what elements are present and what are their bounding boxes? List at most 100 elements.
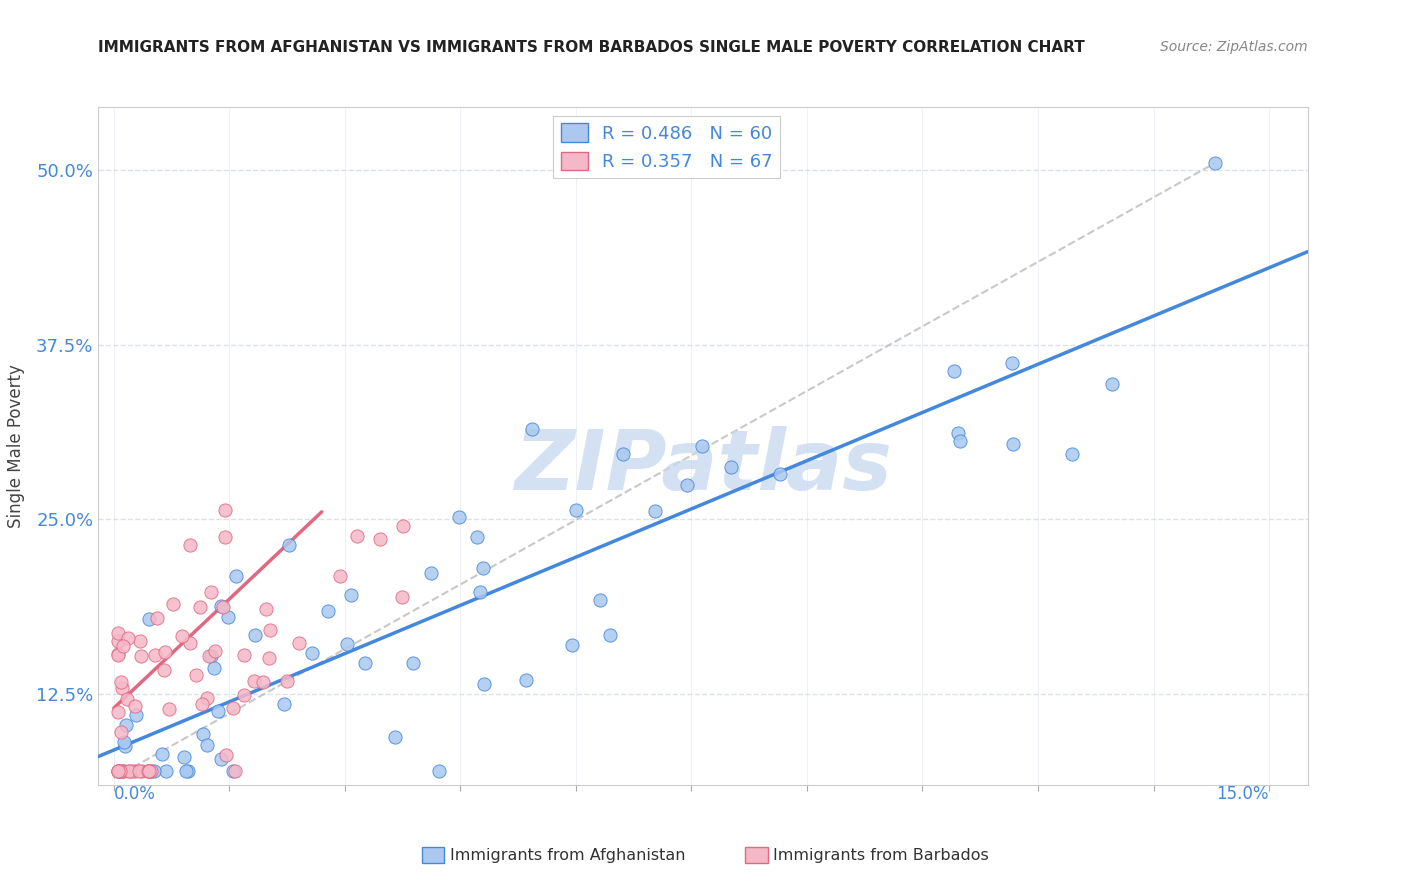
Point xyxy=(184,668,207,682)
Point xyxy=(447,509,470,524)
Point xyxy=(191,727,214,741)
Text: 0.0%: 0.0% xyxy=(114,785,156,803)
Point xyxy=(107,705,129,719)
Point xyxy=(769,467,792,482)
Point xyxy=(522,421,544,435)
Point xyxy=(107,764,129,778)
Point xyxy=(225,569,247,583)
Point xyxy=(465,530,488,544)
Point xyxy=(336,637,359,651)
Point xyxy=(118,764,141,778)
Point xyxy=(329,569,352,583)
Point xyxy=(138,611,160,625)
Point xyxy=(209,599,232,613)
Point xyxy=(155,764,177,778)
Point xyxy=(612,447,634,461)
Point xyxy=(111,764,134,778)
Point xyxy=(107,764,129,778)
Legend: R = 0.486   N = 60, R = 0.357   N = 67: R = 0.486 N = 60, R = 0.357 N = 67 xyxy=(554,116,780,178)
Point xyxy=(155,645,177,659)
Point xyxy=(110,764,132,778)
Point xyxy=(129,648,152,663)
Point xyxy=(112,735,135,749)
Point xyxy=(1001,437,1024,451)
Point xyxy=(179,636,201,650)
Point xyxy=(561,638,583,652)
Point xyxy=(115,718,138,732)
Point xyxy=(121,764,143,778)
Point xyxy=(243,627,266,641)
Point xyxy=(173,750,195,764)
Point xyxy=(115,692,138,706)
Point xyxy=(209,752,232,766)
Point xyxy=(468,585,491,599)
Point xyxy=(232,648,254,663)
Point xyxy=(340,588,363,602)
Point xyxy=(278,538,301,552)
Point xyxy=(391,519,413,533)
Point xyxy=(150,747,173,762)
Text: 15.0%: 15.0% xyxy=(1216,785,1270,803)
Point xyxy=(564,503,586,517)
Point xyxy=(131,764,153,778)
Point xyxy=(346,529,368,543)
Point xyxy=(515,673,537,687)
Point xyxy=(107,626,129,640)
Point xyxy=(143,764,166,778)
Point xyxy=(114,739,136,753)
Text: Source: ZipAtlas.com: Source: ZipAtlas.com xyxy=(1160,40,1308,54)
Point xyxy=(195,739,218,753)
Point xyxy=(222,701,245,715)
Point xyxy=(157,702,180,716)
Point xyxy=(472,677,495,691)
Point xyxy=(188,599,211,614)
Point xyxy=(233,688,256,702)
Point xyxy=(644,504,666,518)
Point xyxy=(107,647,129,661)
Point xyxy=(195,691,218,706)
Point xyxy=(222,764,245,778)
Point xyxy=(170,629,193,643)
Point xyxy=(174,764,197,778)
Point xyxy=(124,764,146,778)
Point xyxy=(110,725,132,739)
Point xyxy=(108,764,131,778)
Text: IMMIGRANTS FROM AFGHANISTAN VS IMMIGRANTS FROM BARBADOS SINGLE MALE POVERTY CORR: IMMIGRANTS FROM AFGHANISTAN VS IMMIGRANT… xyxy=(98,40,1085,55)
Text: Immigrants from Barbados: Immigrants from Barbados xyxy=(773,848,988,863)
Point xyxy=(391,590,413,604)
Point xyxy=(128,764,150,778)
Point xyxy=(204,644,226,658)
Point xyxy=(1101,377,1123,392)
Point xyxy=(316,604,339,618)
Point xyxy=(427,764,450,778)
Point xyxy=(276,673,298,688)
Point xyxy=(384,731,406,745)
Point xyxy=(124,699,146,714)
Point xyxy=(720,460,742,475)
Point xyxy=(224,764,246,778)
Point xyxy=(198,649,221,664)
Point xyxy=(214,502,236,516)
Point xyxy=(136,764,159,778)
Point xyxy=(162,598,184,612)
Point xyxy=(200,585,222,599)
Point xyxy=(146,611,169,625)
Point xyxy=(202,661,225,675)
Point xyxy=(288,636,311,650)
Point xyxy=(214,530,236,544)
Point xyxy=(1204,156,1226,170)
Point xyxy=(112,764,135,778)
Point xyxy=(207,704,229,718)
Point xyxy=(176,764,198,778)
Point xyxy=(107,648,129,662)
Point xyxy=(200,648,222,663)
Point xyxy=(139,764,162,778)
Point xyxy=(259,624,281,638)
Point xyxy=(946,425,969,440)
Point xyxy=(420,566,443,580)
Point xyxy=(112,639,135,653)
Point xyxy=(1060,447,1083,461)
Point xyxy=(212,600,235,615)
Point xyxy=(690,439,713,453)
Point xyxy=(191,697,214,711)
